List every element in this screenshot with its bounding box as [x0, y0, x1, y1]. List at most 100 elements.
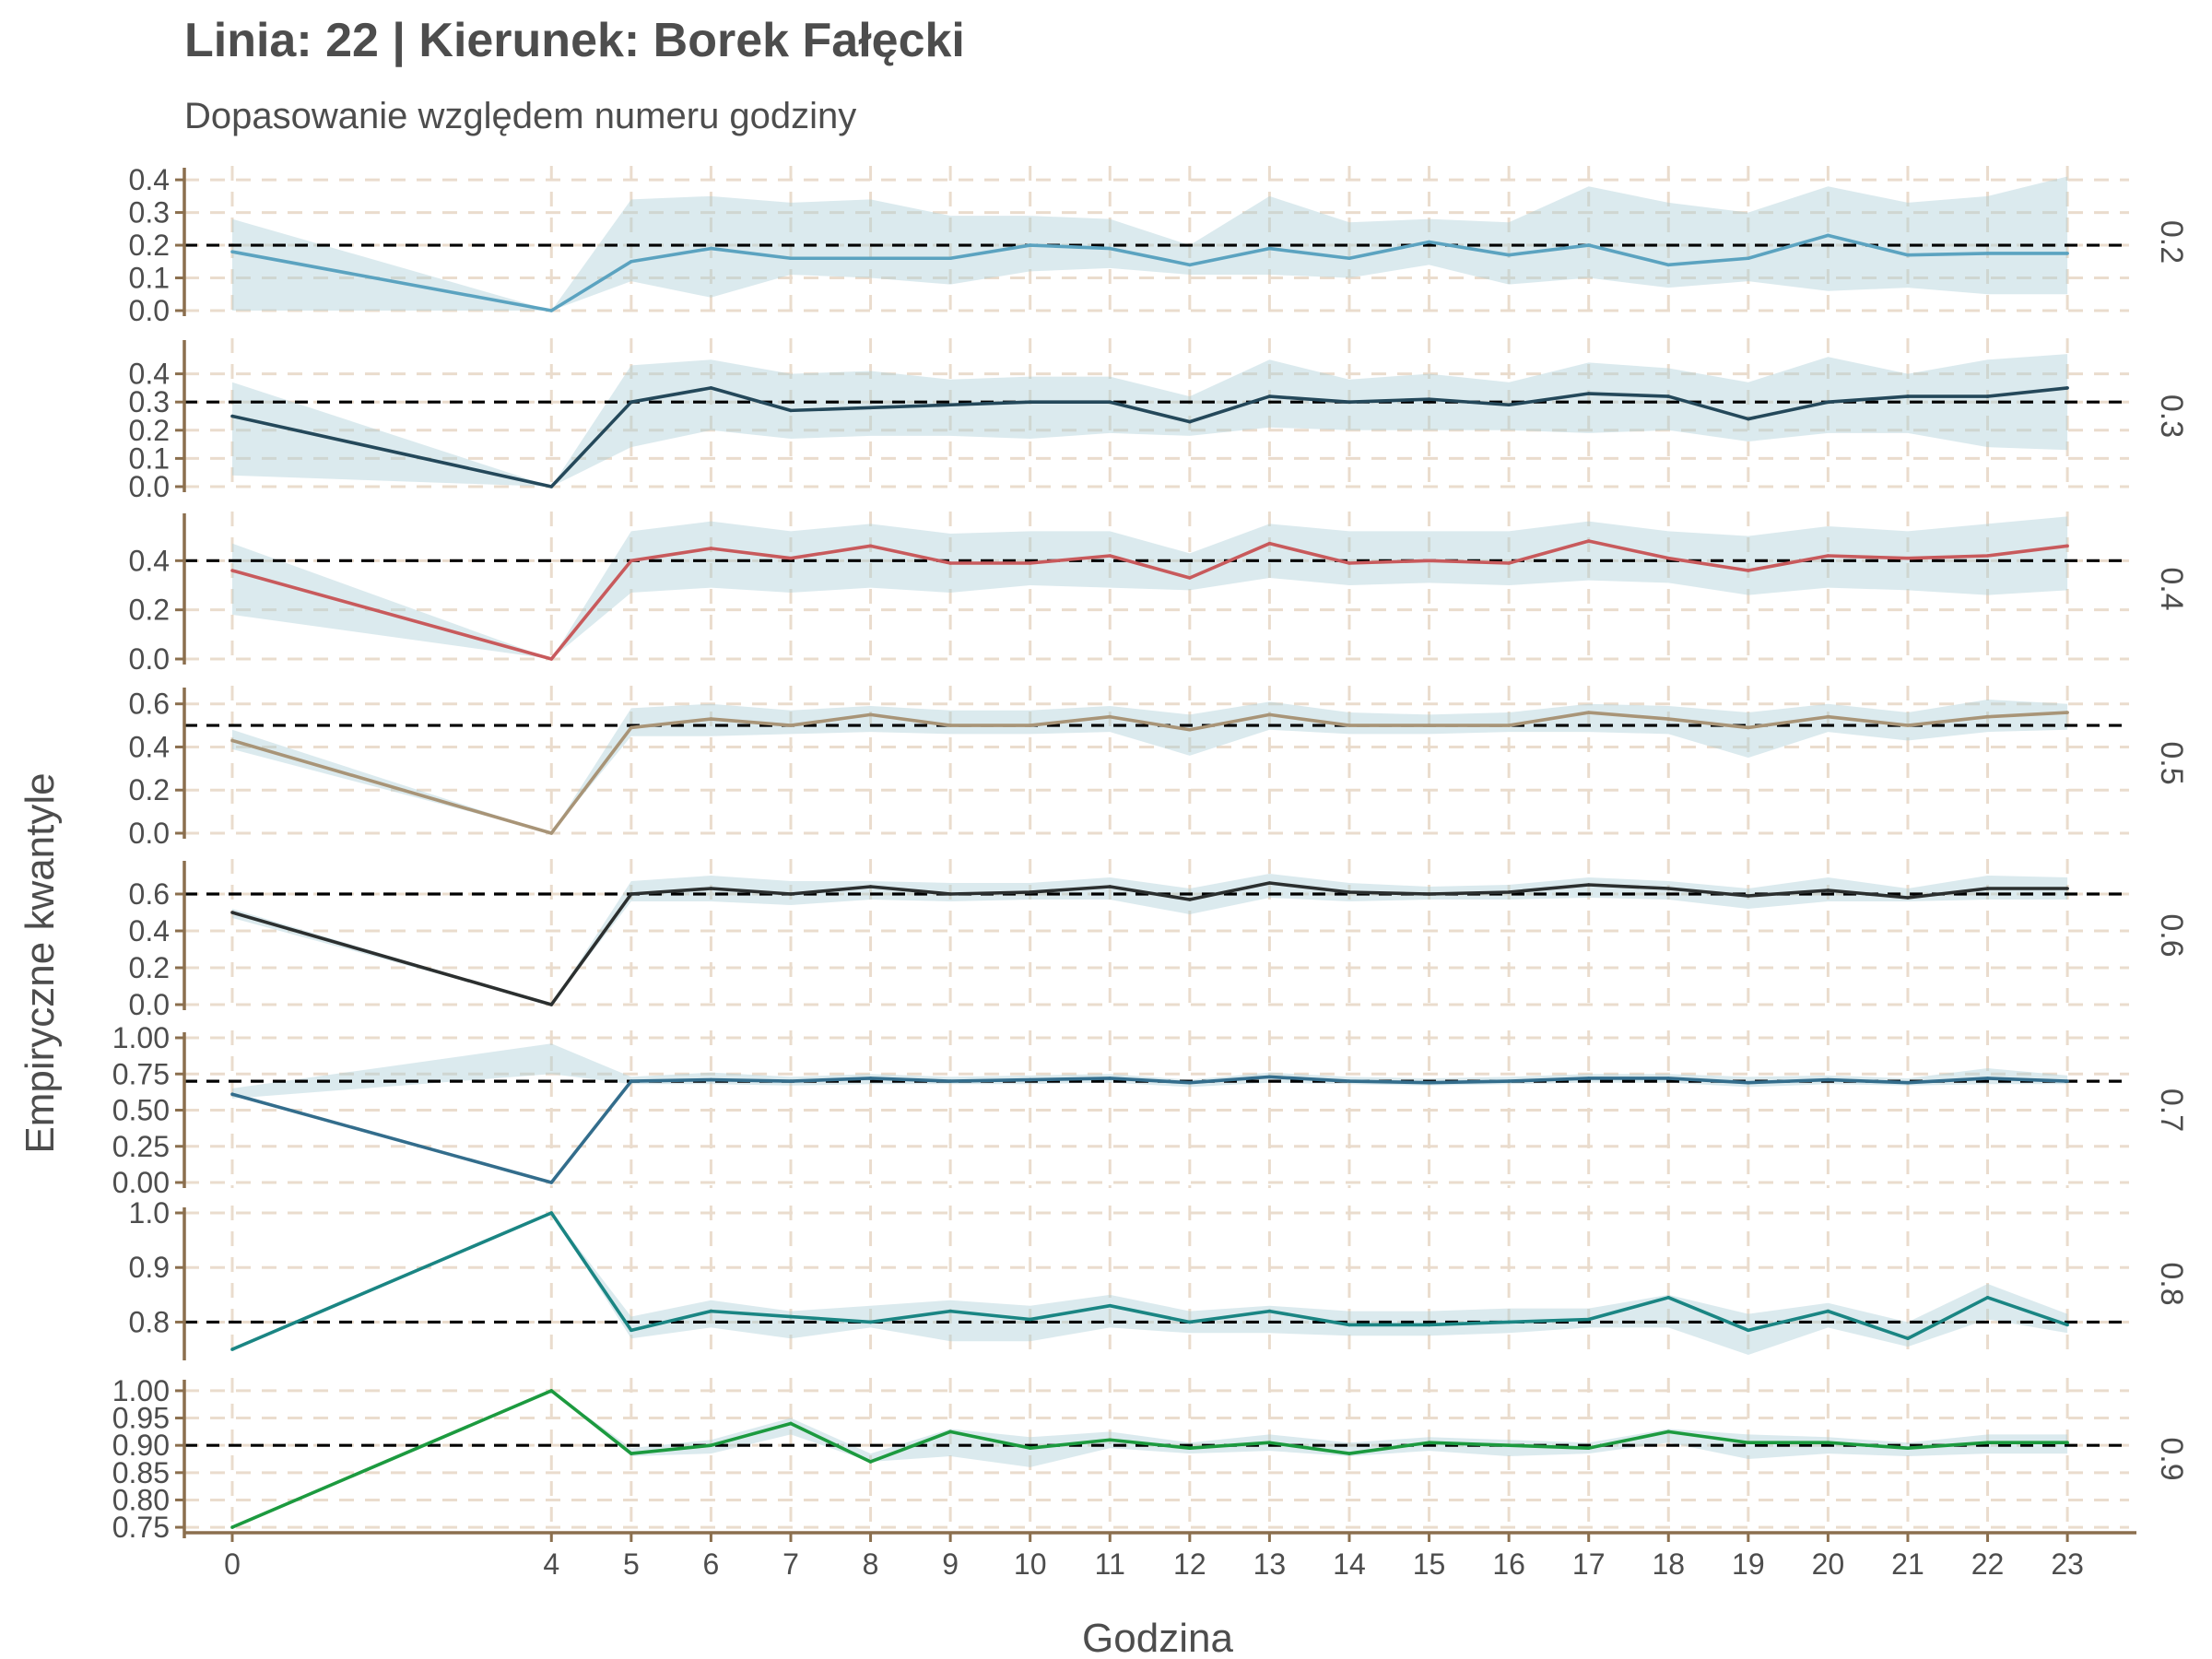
data-point	[789, 408, 793, 413]
data-point	[1267, 1075, 1272, 1079]
data-point	[2065, 711, 2069, 714]
data-point	[1427, 1323, 1431, 1327]
confidence-band	[232, 1213, 2068, 1355]
y-tick-label: 0.3	[129, 196, 170, 229]
data-point	[709, 547, 713, 550]
data-point	[2065, 386, 2069, 390]
y-tick-label: 0.0	[129, 642, 170, 676]
data-point	[789, 256, 793, 261]
data-point	[1108, 246, 1112, 251]
data-point	[948, 1309, 952, 1313]
data-point	[629, 559, 633, 563]
y-tick-label: 0.2	[129, 594, 170, 627]
data-point	[230, 738, 234, 743]
data-point	[1747, 1328, 1750, 1333]
data-point	[1826, 714, 1830, 719]
x-tick-label: 18	[1652, 1547, 1685, 1581]
confidence-band	[232, 176, 2068, 311]
data-point	[1028, 724, 1032, 727]
x-tick-label: 12	[1173, 1547, 1206, 1581]
data-point	[789, 1314, 793, 1319]
y-tick-label: 0.00	[112, 1166, 170, 1199]
x-tick-label: 22	[1971, 1547, 2005, 1581]
data-point	[1985, 394, 1990, 398]
data-point	[1666, 717, 1671, 721]
y-tick-label: 0.75	[112, 1057, 170, 1090]
x-tick-label: 0	[224, 1547, 241, 1581]
y-tick-label: 0.4	[129, 358, 170, 391]
y-tick-label: 0.85	[112, 1456, 170, 1489]
x-tick-label: 9	[942, 1547, 959, 1581]
data-point	[1985, 887, 1990, 890]
y-tick-label: 0.2	[129, 414, 170, 447]
x-tick-label: 20	[1812, 1547, 1845, 1581]
data-point	[709, 1443, 713, 1447]
data-point	[230, 911, 234, 914]
data-point	[1666, 1077, 1671, 1080]
y-tick-label: 0.2	[129, 773, 170, 806]
data-point	[1747, 725, 1750, 730]
facet-strip-label: 0.6	[2154, 913, 2189, 957]
y-tick-label: 0.9	[129, 1251, 170, 1284]
x-tick-label: 10	[1014, 1547, 1047, 1581]
data-point	[1826, 1309, 1830, 1313]
data-point	[1028, 1077, 1032, 1082]
data-point	[549, 1181, 554, 1184]
confidence-band	[232, 516, 2068, 659]
facet-strip-label: 0.8	[2154, 1262, 2189, 1305]
data-point	[1747, 256, 1750, 261]
facet-strip-label: 0.3	[2154, 394, 2189, 438]
data-point	[1747, 1080, 1750, 1085]
data-point	[1586, 1317, 1591, 1322]
facet-panel-0.7: 0.000.250.50 0.751.00 0.7	[112, 1021, 2189, 1199]
data-point	[868, 256, 873, 261]
data-point	[1108, 400, 1112, 405]
data-point	[948, 892, 952, 896]
data-point	[1826, 888, 1830, 892]
y-tick-label: 0.6	[129, 877, 170, 911]
data-point	[549, 657, 554, 661]
data-point	[1028, 1317, 1032, 1322]
data-point	[1747, 894, 1750, 898]
data-point	[1188, 898, 1192, 901]
data-point	[230, 1092, 234, 1097]
data-point	[1507, 561, 1511, 565]
y-tick-label: 0.0	[129, 294, 170, 327]
data-point	[1507, 403, 1511, 407]
data-point	[1507, 253, 1511, 257]
y-tick-label: 0.75	[112, 1511, 170, 1544]
data-point	[1267, 394, 1272, 398]
data-point	[1028, 400, 1032, 405]
data-point	[1826, 1077, 1830, 1082]
data-point	[1906, 724, 1910, 727]
y-tick-label: 0.25	[112, 1130, 170, 1163]
data-point	[2065, 1441, 2069, 1445]
data-point	[549, 309, 554, 312]
data-point	[1267, 246, 1272, 251]
confidence-band	[232, 354, 2068, 487]
data-point	[1906, 253, 1910, 257]
facet-strip-label: 0.4	[2154, 567, 2189, 610]
data-point	[868, 1460, 873, 1464]
data-point	[868, 712, 873, 717]
data-point	[709, 887, 713, 890]
y-tick-label: 0.0	[129, 817, 170, 850]
data-point	[789, 724, 793, 727]
data-point	[868, 1320, 873, 1324]
series-line	[231, 1389, 2068, 1529]
x-tick-label: 16	[1492, 1547, 1525, 1581]
data-point	[629, 259, 633, 264]
data-point	[1985, 714, 1990, 719]
y-tick-label: 0.4	[129, 544, 170, 577]
data-point	[2065, 887, 2069, 890]
y-tick-label: 0.0	[129, 988, 170, 1021]
data-point	[1666, 1296, 1671, 1300]
x-tick-label: 5	[623, 1547, 640, 1581]
x-tick-label: 21	[1891, 1547, 1924, 1581]
x-tick-label: 6	[703, 1547, 720, 1581]
y-tick-label: 0.4	[129, 730, 170, 763]
data-point	[1507, 890, 1511, 894]
y-tick-label: 0.4	[129, 163, 170, 196]
data-point	[1108, 885, 1112, 888]
data-point	[1188, 1080, 1192, 1085]
